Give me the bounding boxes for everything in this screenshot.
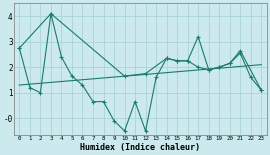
X-axis label: Humidex (Indice chaleur): Humidex (Indice chaleur) <box>80 143 200 152</box>
